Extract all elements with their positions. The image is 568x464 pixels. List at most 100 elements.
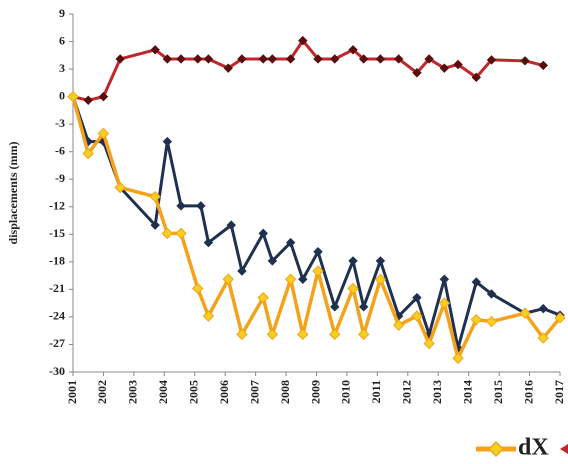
point (236, 328, 248, 341)
x-tick-label: 2014 (460, 380, 474, 404)
x-tick-label: 2012 (400, 380, 414, 404)
point (83, 95, 93, 105)
x-tick-label: 2016 (521, 380, 535, 404)
x-tick-label: 2006 (217, 380, 231, 404)
x-tick-label: 2010 (339, 380, 353, 404)
y-tick-label: -12 (49, 199, 65, 213)
x-tick-label: 2017 (552, 380, 566, 404)
point (411, 310, 423, 322)
x-tick-label: 2004 (156, 380, 170, 404)
point (330, 302, 340, 312)
point (486, 289, 497, 299)
point (470, 313, 483, 326)
point (554, 312, 566, 324)
point (392, 319, 405, 331)
point (374, 273, 387, 285)
y-tick-label: -24 (49, 309, 65, 323)
point (258, 54, 268, 64)
point (67, 90, 79, 103)
point (222, 273, 234, 285)
point (226, 220, 236, 230)
x-tick-label: 2005 (187, 380, 201, 404)
point (329, 328, 341, 341)
point (297, 328, 309, 341)
point (162, 54, 173, 64)
x-tick-label: 2011 (369, 380, 383, 403)
point (284, 273, 297, 285)
point (285, 237, 296, 248)
point (538, 303, 548, 314)
point (393, 54, 404, 64)
point (412, 292, 422, 303)
point (358, 54, 369, 64)
x-tick-label: 2002 (95, 380, 109, 404)
point (196, 201, 206, 211)
point (485, 315, 498, 328)
point (357, 328, 370, 341)
point (150, 45, 160, 55)
y-tick-label: -27 (49, 336, 65, 350)
point (471, 277, 482, 287)
point (267, 54, 278, 64)
point (313, 54, 323, 64)
point (348, 256, 358, 266)
x-tick-label: 2001 (65, 380, 79, 404)
x-tick-label: 2009 (308, 380, 322, 404)
point (257, 291, 269, 304)
point (237, 266, 247, 276)
point (193, 54, 203, 64)
x-tick-label: 2015 (491, 380, 505, 404)
point (115, 54, 125, 64)
y-tick-label: -3 (55, 116, 65, 130)
point (267, 256, 278, 266)
point (298, 274, 308, 284)
point (452, 352, 464, 364)
point (298, 35, 308, 46)
x-tick-label: 2013 (430, 380, 444, 404)
series-line (71, 96, 562, 360)
point (98, 91, 109, 102)
point (285, 54, 296, 64)
point (192, 282, 204, 295)
point (202, 310, 215, 322)
point (537, 332, 549, 344)
y-tick-label: -6 (55, 143, 65, 157)
point (423, 337, 435, 350)
point (203, 237, 214, 248)
point (375, 54, 386, 64)
y-tick-label: -30 (49, 364, 65, 378)
y-tick-label: 6 (59, 33, 65, 47)
point (161, 227, 174, 240)
y-tick-label: 9 (59, 6, 65, 20)
point (82, 147, 94, 160)
series-line (72, 39, 544, 102)
point (412, 68, 422, 78)
legend-label: dX (518, 435, 549, 461)
point (176, 201, 186, 211)
point (312, 265, 324, 277)
x-tick-label: 2008 (278, 380, 292, 404)
point (471, 72, 482, 83)
point (538, 60, 548, 71)
y-axis-label: displacements (mm) (6, 142, 20, 245)
point (439, 63, 450, 73)
point (223, 63, 233, 73)
point (175, 227, 187, 240)
point (114, 181, 126, 194)
point (424, 54, 434, 64)
y-tick-label: -15 (49, 226, 65, 240)
series-line (71, 96, 561, 350)
point (439, 274, 450, 284)
point (313, 247, 323, 257)
point (453, 59, 463, 70)
legend-cut-marker (560, 444, 568, 454)
y-tick-label: -18 (49, 254, 65, 268)
y-tick-label: -9 (55, 171, 65, 185)
y-tick-label: 0 (59, 88, 65, 102)
point (150, 220, 160, 230)
x-tick-label: 2003 (126, 380, 140, 404)
point (162, 136, 173, 147)
point (258, 228, 268, 239)
y-tick-label: 3 (59, 61, 65, 75)
point (330, 54, 340, 64)
